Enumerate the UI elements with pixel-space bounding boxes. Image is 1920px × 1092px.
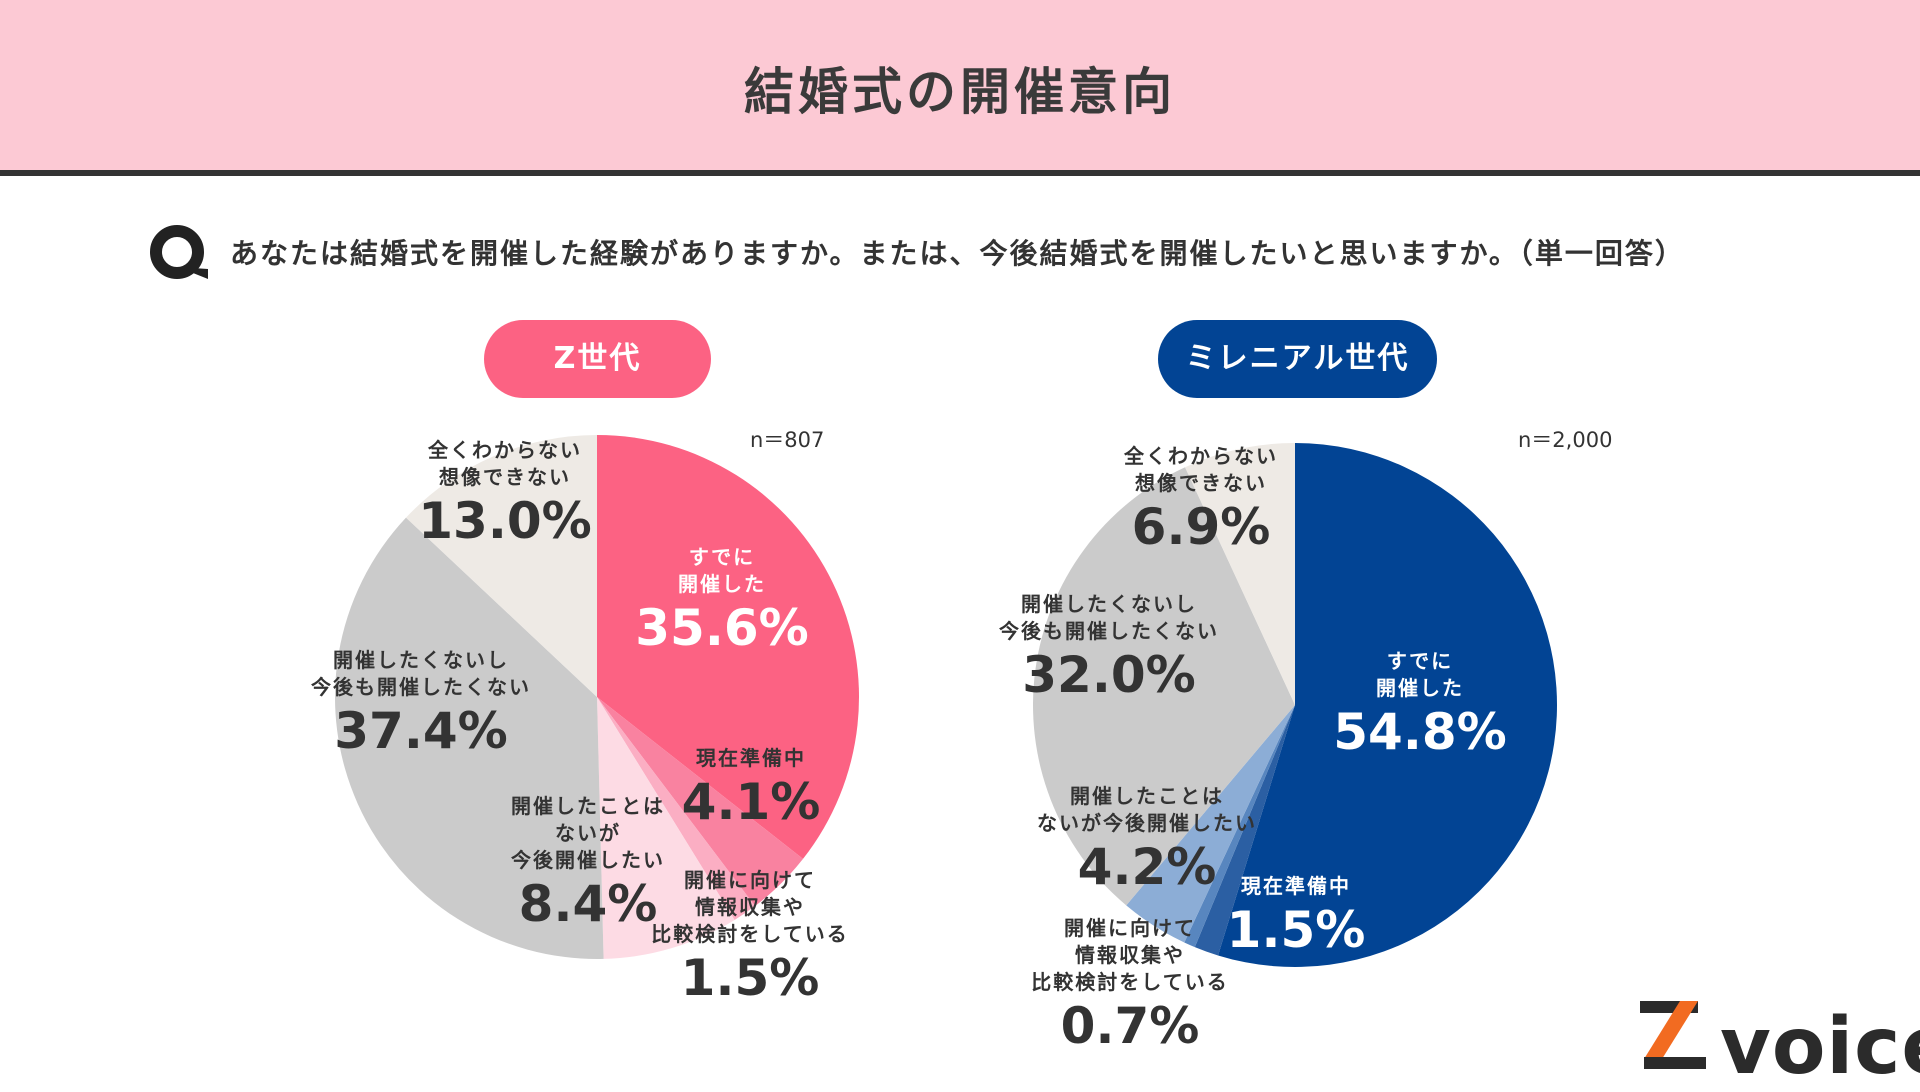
z-sample-size: n＝807 xyxy=(750,428,825,452)
slice-label-line: 開催したくないし xyxy=(333,648,509,672)
slice-value: 54.8% xyxy=(1333,703,1507,761)
slice-label-0-4: 開催したくないし 今後も開催したくない 37.4% xyxy=(311,647,531,761)
slice-value: 37.4% xyxy=(334,702,508,760)
slice-label-0-5: 全くわからない 想像できない 13.0% xyxy=(418,437,591,551)
brand-logo-text: voice xyxy=(1720,1002,1920,1092)
slice-label-line: すでに xyxy=(688,545,756,569)
slice-value: 32.0% xyxy=(1022,646,1196,704)
title-banner xyxy=(0,0,1920,170)
slice-label-line: 開催したくないし xyxy=(1021,592,1197,616)
pie-slice-0-0 xyxy=(597,435,859,859)
question-q-icon xyxy=(150,225,208,279)
slice-label-line: 想像できない xyxy=(439,465,571,489)
pie-slice-1-3 xyxy=(1126,705,1295,943)
slice-label-line: 比較検討をしている xyxy=(1031,970,1229,994)
slice-value: 4.1% xyxy=(681,773,821,831)
slice-label-1-2: 開催に向けて 情報収集や比較検討をしている 0.7% xyxy=(1031,915,1228,1056)
slice-label-line: 想像できない xyxy=(1135,471,1267,495)
pie-slice-0-1 xyxy=(597,697,804,907)
slice-label-line: ないが xyxy=(555,821,621,845)
pie-slice-0-3 xyxy=(597,697,735,959)
slice-label-1-1: 現在準備中 1.5% xyxy=(1227,873,1366,960)
slice-label-line: 全くわからない xyxy=(1124,444,1278,468)
slice-label-1-0: すでに開催した 54.8% xyxy=(1333,648,1506,762)
slice-label-line: 開催に向けて xyxy=(1064,916,1196,940)
m-sample-size: n＝2,000 xyxy=(1518,428,1613,452)
slice-label-line: 現在準備中 xyxy=(695,746,806,770)
slice-value: 0.7% xyxy=(1060,997,1200,1055)
slice-value: 1.5% xyxy=(680,949,820,1007)
pie-slice-0-5 xyxy=(406,435,597,697)
slice-label-0-0: すでに開催した 35.6% xyxy=(635,544,808,658)
slice-label-line: 開催に向けて xyxy=(684,868,816,892)
slice-label-line: 開催したことは xyxy=(1070,784,1224,808)
slice-label-line: ないが今後開催したい xyxy=(1037,811,1257,835)
slice-label-line: 比較検討をしている xyxy=(651,922,849,946)
pie-slice-0-4 xyxy=(335,517,604,959)
question-text: あなたは結婚式を開催した経験がありますか。または、今後結婚式を開催したいと思いま… xyxy=(230,237,1685,270)
slice-label-1-5: 全くわからない 想像できない 6.9% xyxy=(1124,443,1278,557)
slice-label-line: 現在準備中 xyxy=(1240,874,1351,898)
slice-value: 6.9% xyxy=(1131,498,1271,556)
slice-label-line: 今後も開催したくない xyxy=(999,619,1219,643)
slice-value: 8.4% xyxy=(518,875,658,933)
slice-value: 1.5% xyxy=(1226,901,1366,959)
slice-label-0-1: 現在準備中 4.1% xyxy=(682,745,821,832)
z-generation-pill: Z世代 xyxy=(484,320,711,398)
slice-label-0-3: 開催したことは ないが今後開催したい 8.4% xyxy=(511,793,665,934)
slice-label-line: 全くわからない xyxy=(428,438,582,462)
pie-slice-1-4 xyxy=(1033,467,1295,906)
pie-slice-1-5 xyxy=(1185,443,1295,705)
slice-value: 35.6% xyxy=(635,599,809,657)
pie-slice-1-2 xyxy=(1184,705,1295,948)
slice-label-line: 今後開催したい xyxy=(511,848,665,872)
slice-label-line: 今後も開催したくない xyxy=(311,675,531,699)
slice-label-0-2: 開催に向けて 情報収集や比較検討をしている 1.5% xyxy=(651,867,848,1008)
slice-label-line: 情報収集や xyxy=(695,895,805,919)
slice-label-1-4: 開催したくないし 今後も開催したくない 32.0% xyxy=(999,591,1219,705)
zvoice-logo-icon xyxy=(1640,1001,1706,1069)
pie-slice-1-0 xyxy=(1218,443,1558,967)
slice-label-1-3: 開催したことはないが今後開催したい 4.2% xyxy=(1037,783,1257,897)
pie-slice-1-1 xyxy=(1194,705,1295,956)
slice-value: 4.2% xyxy=(1077,838,1217,896)
title-divider xyxy=(0,170,1920,176)
slice-label-line: 開催した xyxy=(678,572,766,596)
slice-label-line: 情報収集や xyxy=(1075,943,1185,967)
slice-label-line: すでに xyxy=(1386,649,1454,673)
slice-label-line: 開催した xyxy=(1376,676,1464,700)
page-title: 結婚式の開催意向 xyxy=(744,63,1176,121)
slice-value: 13.0% xyxy=(418,492,592,550)
slice-label-line: 開催したことは xyxy=(511,794,665,818)
pie-slice-0-2 xyxy=(597,697,755,920)
millennial-generation-pill: ミレニアル世代 xyxy=(1158,320,1437,398)
